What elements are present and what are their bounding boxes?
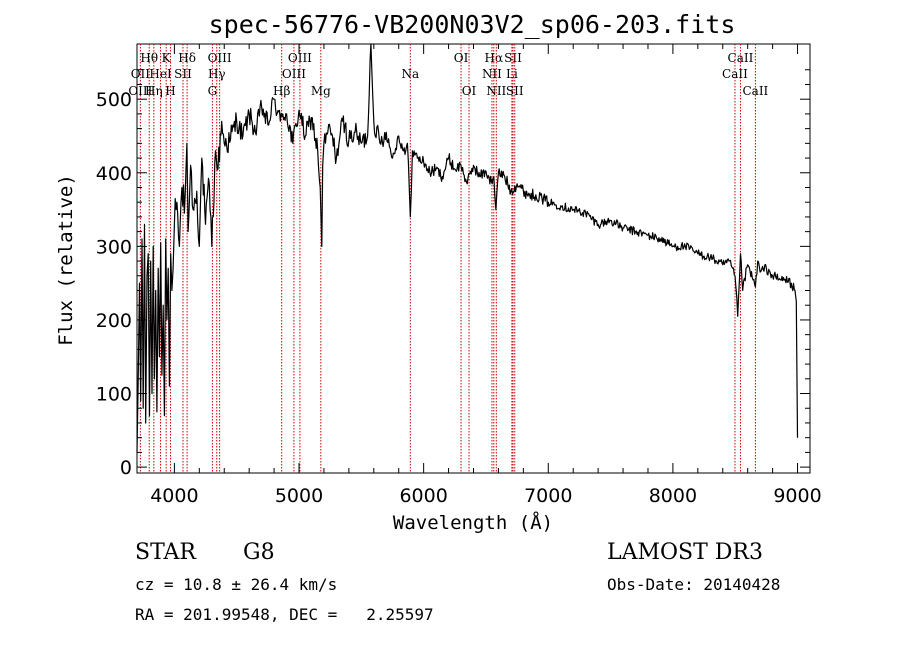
spectral-line-label: OI <box>462 84 477 98</box>
spectral-line-label: Hη <box>145 84 163 98</box>
spectral-line-label: OIII <box>288 51 312 65</box>
survey-name: LAMOST DR3 <box>607 540 763 565</box>
spectral-line-label: HeI <box>149 67 172 81</box>
spectral-line-label: Hθ <box>140 51 158 65</box>
spectral-line-label: OIII <box>208 51 232 65</box>
x-tick-label: 5000 <box>275 485 323 507</box>
x-tick-label: 4000 <box>150 485 198 507</box>
x-tick-label: 6000 <box>399 485 447 507</box>
spectral-line-markers: Hθ OII OIII K HeI Hη SII H Hδ OIII Hγ G Hβ OIII OIII Mg… <box>128 44 769 473</box>
sky-coordinates: RA = 201.99548, DEC = 2.25597 <box>135 605 434 624</box>
spectral-line-label: Hδ <box>178 51 196 65</box>
spectral-line-label: Li <box>506 67 518 81</box>
x-tick-label: 7000 <box>524 485 572 507</box>
object-class: STAR <box>135 540 197 565</box>
spectral-line-label: CaII <box>728 51 754 65</box>
x-axis-label: Wavelength (Å) <box>393 511 553 534</box>
spectral-line-label: OIII <box>128 84 152 98</box>
x-tick-label: 8000 <box>649 485 697 507</box>
spectral-line-label: OIII <box>282 67 306 81</box>
spectral-line-label: SII <box>174 67 192 81</box>
spectral-line-label: Hγ <box>208 67 226 81</box>
spectral-line-label: H <box>165 84 175 98</box>
spectral-line-label: G <box>208 84 218 98</box>
spectral-line-label: OI <box>454 51 469 65</box>
y-tick-label: 100 <box>96 384 132 406</box>
spectral-line-label: CaII <box>742 84 768 98</box>
spectral-line-label: Na <box>401 67 419 81</box>
spectral-line-label: Hβ <box>273 84 290 98</box>
y-axis-label: Flux (relative) <box>55 174 77 346</box>
spectral-line-label: NII <box>482 67 502 81</box>
spectral-line-label: OII <box>131 67 151 81</box>
spectral-line-label: SII <box>504 51 522 65</box>
object-subclass: G8 <box>243 540 275 565</box>
observation-date: Obs-Date: 20140428 <box>607 575 780 594</box>
y-tick-label: 0 <box>120 457 132 479</box>
y-tick-label: 300 <box>96 236 132 258</box>
y-tick-label: 200 <box>96 310 132 332</box>
axis-ticks: 4000 5000 6000 7000 8000 9000 0 100 200 300 400 500 <box>96 44 822 507</box>
spectral-line-label: SII <box>506 84 524 98</box>
y-tick-label: 500 <box>96 89 132 111</box>
chart-title: spec-56776-VB200N03V2_sp06-203.fits <box>209 10 736 39</box>
spectral-line-label: CaII <box>722 67 748 81</box>
flux-series-line <box>136 43 799 453</box>
redshift-velocity: cz = 10.8 ± 26.4 km/s <box>135 575 337 594</box>
spectral-line-label: Hα <box>485 51 504 65</box>
spectral-line-label: NII <box>486 84 506 98</box>
spectral-line-label: Mg <box>311 84 331 98</box>
y-tick-label: 400 <box>96 163 132 185</box>
spectral-line-label: K <box>162 51 172 65</box>
x-tick-label: 9000 <box>773 485 821 507</box>
